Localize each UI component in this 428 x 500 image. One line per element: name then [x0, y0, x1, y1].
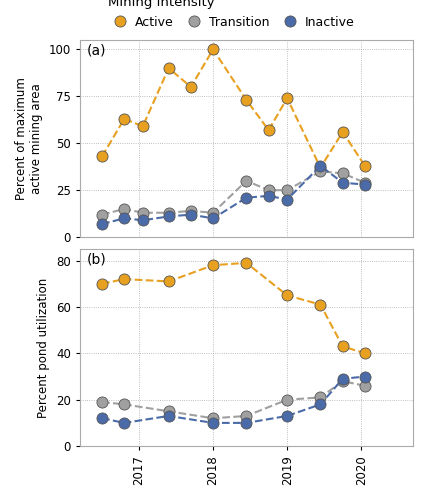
- Legend: Active, Transition, Inactive: Active, Transition, Inactive: [108, 0, 354, 28]
- Text: (a): (a): [86, 44, 106, 58]
- Y-axis label: Percent of maximum
active mining area: Percent of maximum active mining area: [15, 77, 43, 200]
- Y-axis label: Percent pond utilization: Percent pond utilization: [37, 278, 51, 418]
- Text: (b): (b): [86, 253, 106, 267]
